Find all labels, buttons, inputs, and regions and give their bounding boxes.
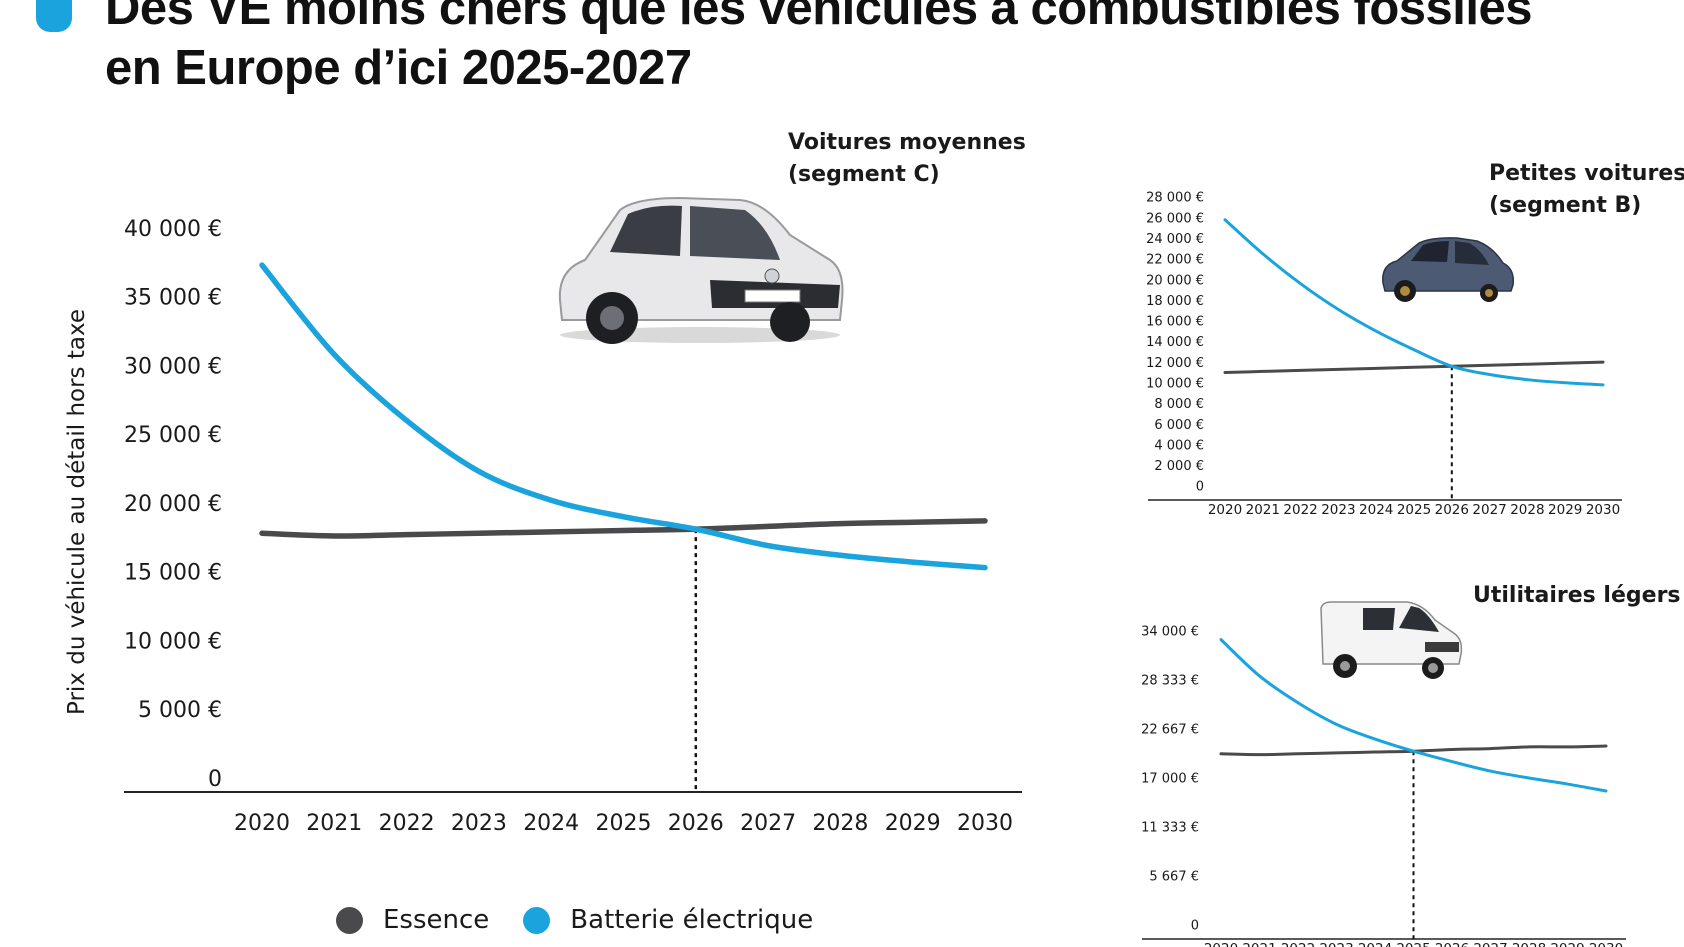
small-x-tick-label: 2022 [1283,502,1317,518]
van-x-tick-label: 2022 [1281,941,1315,947]
small-y-tick-label: 16 000 € [1146,315,1204,330]
small-y-tick-label: 24 000 € [1146,232,1204,247]
page-title: Des VE moins chers que les véhicules à c… [105,0,1532,98]
main-series-line-essence [259,518,988,539]
small-x-tick-label: 2027 [1472,502,1506,518]
small-x-tick-label: 2028 [1510,502,1544,518]
van-x-tick-label: 2025 [1396,941,1430,947]
legend-item-batterie: Batterie électrique [523,905,813,935]
van-x-tick-label: 2020 [1204,941,1238,947]
main-x-tick-label: 2030 [957,811,1013,836]
small-x-tick-label: 2020 [1208,502,1242,518]
small-y-tick-label: 4 000 € [1154,438,1204,453]
small-y-tick-label: 26 000 € [1146,211,1204,226]
legend-dot-essence [336,906,363,934]
van-x-tick-label: 2021 [1242,941,1276,947]
van-y-tick-label: 0 [1191,919,1199,934]
van-x-tick-label: 2029 [1550,941,1584,947]
small-x-tick-label: 2021 [1246,502,1280,518]
main-x-tick-label: 2020 [234,811,290,836]
van-y-tick-label: 11 333 € [1141,821,1199,836]
main-y-tick-label: 0 [208,767,222,792]
small-y-tick-label: 20 000 € [1146,273,1204,288]
small-y-tick-label: 0 [1196,480,1204,495]
main-x-tick-label: 2021 [306,811,362,836]
small-series-line-essence [1223,360,1605,374]
main-y-tick-label: 40 000 € [124,217,222,242]
van-image [1320,601,1463,679]
title-line-2: en Europe d’ici 2025-2027 [105,41,692,95]
main-chart-title-line1: Voitures moyennes [788,130,1026,155]
van-x-tick-label: 2023 [1319,941,1353,947]
main-x-tick-label: 2029 [885,811,941,836]
small-y-tick-label: 28 000 € [1146,191,1204,206]
small-x-tick-label: 2029 [1548,502,1582,518]
van-series-line-batterie [1219,638,1608,793]
small-y-tick-label: 14 000 € [1146,335,1204,350]
main-x-tick-label: 2026 [668,811,724,836]
main-y-tick-label: 30 000 € [124,354,222,379]
main-x-tick-label: 2023 [451,811,507,836]
van-chart-title-line1: Utilitaires légers [1473,583,1681,608]
small-x-tick-label: 2024 [1359,502,1393,518]
legend-item-essence: Essence [336,905,489,935]
van-y-tick-label: 5 667 € [1149,870,1199,885]
van-x-tick-label: 2026 [1435,941,1469,947]
small-series-line-batterie [1223,218,1605,387]
small-car-chart-title-line1: Petites voitures [1489,161,1684,186]
main-x-tick-label: 2028 [812,811,868,836]
chart-small: 0 2 000 € 4 000 € 6 000 € 8 000 € 10 000 € 12 … [1146,191,1622,518]
main-y-tick-label: 25 000 € [124,423,222,448]
small-x-tick-label: 2026 [1435,502,1469,518]
van-y-tick-label: 22 667 € [1141,723,1199,738]
main-x-tick-label: 2024 [523,811,579,836]
main-y-tick-label: 35 000 € [124,286,222,311]
title-line-1: Des VE moins chers que les véhicules à c… [105,0,1532,35]
small-y-tick-label: 2 000 € [1154,459,1204,474]
chart-van: 0 5 667 € 11 333 € 17 000 € 22 667 € 28 333 €… [1141,625,1626,947]
small-x-tick-label: 2023 [1321,502,1355,518]
chart-legend: Essence Batterie électrique [336,905,847,935]
small-car-chart-title-line2: (segment B) [1489,193,1642,218]
small-x-tick-label: 2025 [1397,502,1431,518]
van-chart-title: Utilitaires légers [1473,580,1681,612]
main-x-tick-label: 2022 [379,811,435,836]
main-series-line-batterie [259,262,988,571]
small-y-tick-label: 18 000 € [1146,294,1204,309]
small-y-tick-label: 22 000 € [1146,253,1204,268]
van-y-tick-label: 34 000 € [1141,625,1199,640]
legend-label-batterie: Batterie électrique [570,905,814,935]
compact-car-image [558,196,844,344]
main-y-tick-label: 5 000 € [138,698,222,723]
van-y-tick-label: 28 333 € [1141,674,1199,689]
small-car-chart-title: Petites voitures (segment B) [1489,158,1684,222]
main-x-tick-label: 2025 [596,811,652,836]
small-y-tick-label: 8 000 € [1154,397,1204,412]
van-x-tick-label: 2027 [1473,941,1507,947]
small-y-tick-label: 12 000 € [1146,356,1204,371]
van-x-tick-label: 2030 [1589,941,1623,947]
small-x-tick-label: 2030 [1586,502,1620,518]
title-accent-mark [36,0,72,32]
van-x-tick-label: 2024 [1358,941,1392,947]
chart-main: 0 5 000 € 10 000 € 15 000 € 20 000 € 25 000 €… [124,217,1022,836]
legend-dot-batterie [523,906,551,934]
main-y-tick-label: 20 000 € [124,492,222,517]
main-chart-title: Voitures moyennes (segment C) [788,127,1026,191]
small-y-tick-label: 6 000 € [1154,418,1204,433]
van-x-tick-label: 2028 [1512,941,1546,947]
main-y-tick-label: 10 000 € [124,629,222,654]
main-x-tick-label: 2027 [740,811,796,836]
main-chart-title-line2: (segment C) [788,162,940,187]
main-y-tick-label: 15 000 € [124,561,222,586]
legend-label-essence: Essence [383,905,490,935]
small-y-tick-label: 10 000 € [1146,376,1204,391]
small-car-image [1382,237,1515,302]
van-y-tick-label: 17 000 € [1141,772,1199,787]
